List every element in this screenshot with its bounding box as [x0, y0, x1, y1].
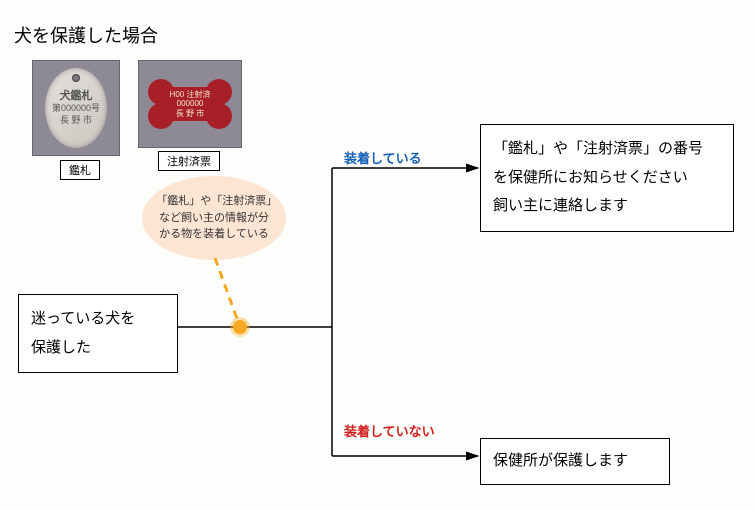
- kansatsu-tag-photo: 犬鑑札 第000000号 長 野 市: [32, 60, 120, 156]
- page-title: 犬を保護した場合: [14, 22, 158, 48]
- chusha-line3: 長 野 市: [176, 109, 204, 119]
- result-yes-line1: 「鑑札」や「注射済票」の番号: [493, 135, 721, 164]
- result-yes-box: 「鑑札」や「注射済票」の番号 を保健所にお知らせください 飼い主に連絡します: [480, 124, 734, 232]
- kansatsu-line2: 第000000号: [52, 103, 100, 115]
- kansatsu-caption: 鑑札: [60, 160, 100, 180]
- tag-hole: [72, 74, 80, 82]
- kansatsu-line1: 犬鑑札: [60, 89, 93, 103]
- kansatsu-oval: 犬鑑札 第000000号 長 野 市: [45, 68, 107, 148]
- connector-dot: [233, 320, 247, 334]
- chusha-tag-photo: H00 注射済 000000 長 野 市: [138, 60, 242, 148]
- start-line2: 保護した: [31, 334, 165, 363]
- kansatsu-line3: 長 野 市: [60, 115, 92, 127]
- branch-yes-label: 装着している: [344, 148, 422, 167]
- branch-no-label: 装着していない: [344, 421, 435, 440]
- chusha-caption: 注射済票: [158, 151, 220, 171]
- start-line1: 迷っている犬を: [31, 305, 165, 334]
- callout-ellipse: 「鑑札」や「注射済票」など飼い主の情報が分かる物を装着している: [142, 176, 286, 260]
- chusha-text: H00 注射済 000000 長 野 市: [164, 87, 216, 121]
- result-yes-line2: を保健所にお知らせください: [493, 164, 721, 193]
- chusha-line2: 000000: [177, 99, 204, 109]
- result-no-box: 保健所が保護します: [480, 438, 670, 485]
- result-yes-line3: 飼い主に連絡します: [493, 192, 721, 221]
- start-box: 迷っている犬を 保護した: [18, 294, 178, 373]
- bone-shape: H00 注射済 000000 長 野 市: [148, 79, 232, 129]
- chusha-line1: H00 注射済: [170, 90, 211, 100]
- callout-text: 「鑑札」や「注射済票」など飼い主の情報が分かる物を装着している: [156, 193, 272, 243]
- result-no-line1: 保健所が保護します: [493, 447, 657, 476]
